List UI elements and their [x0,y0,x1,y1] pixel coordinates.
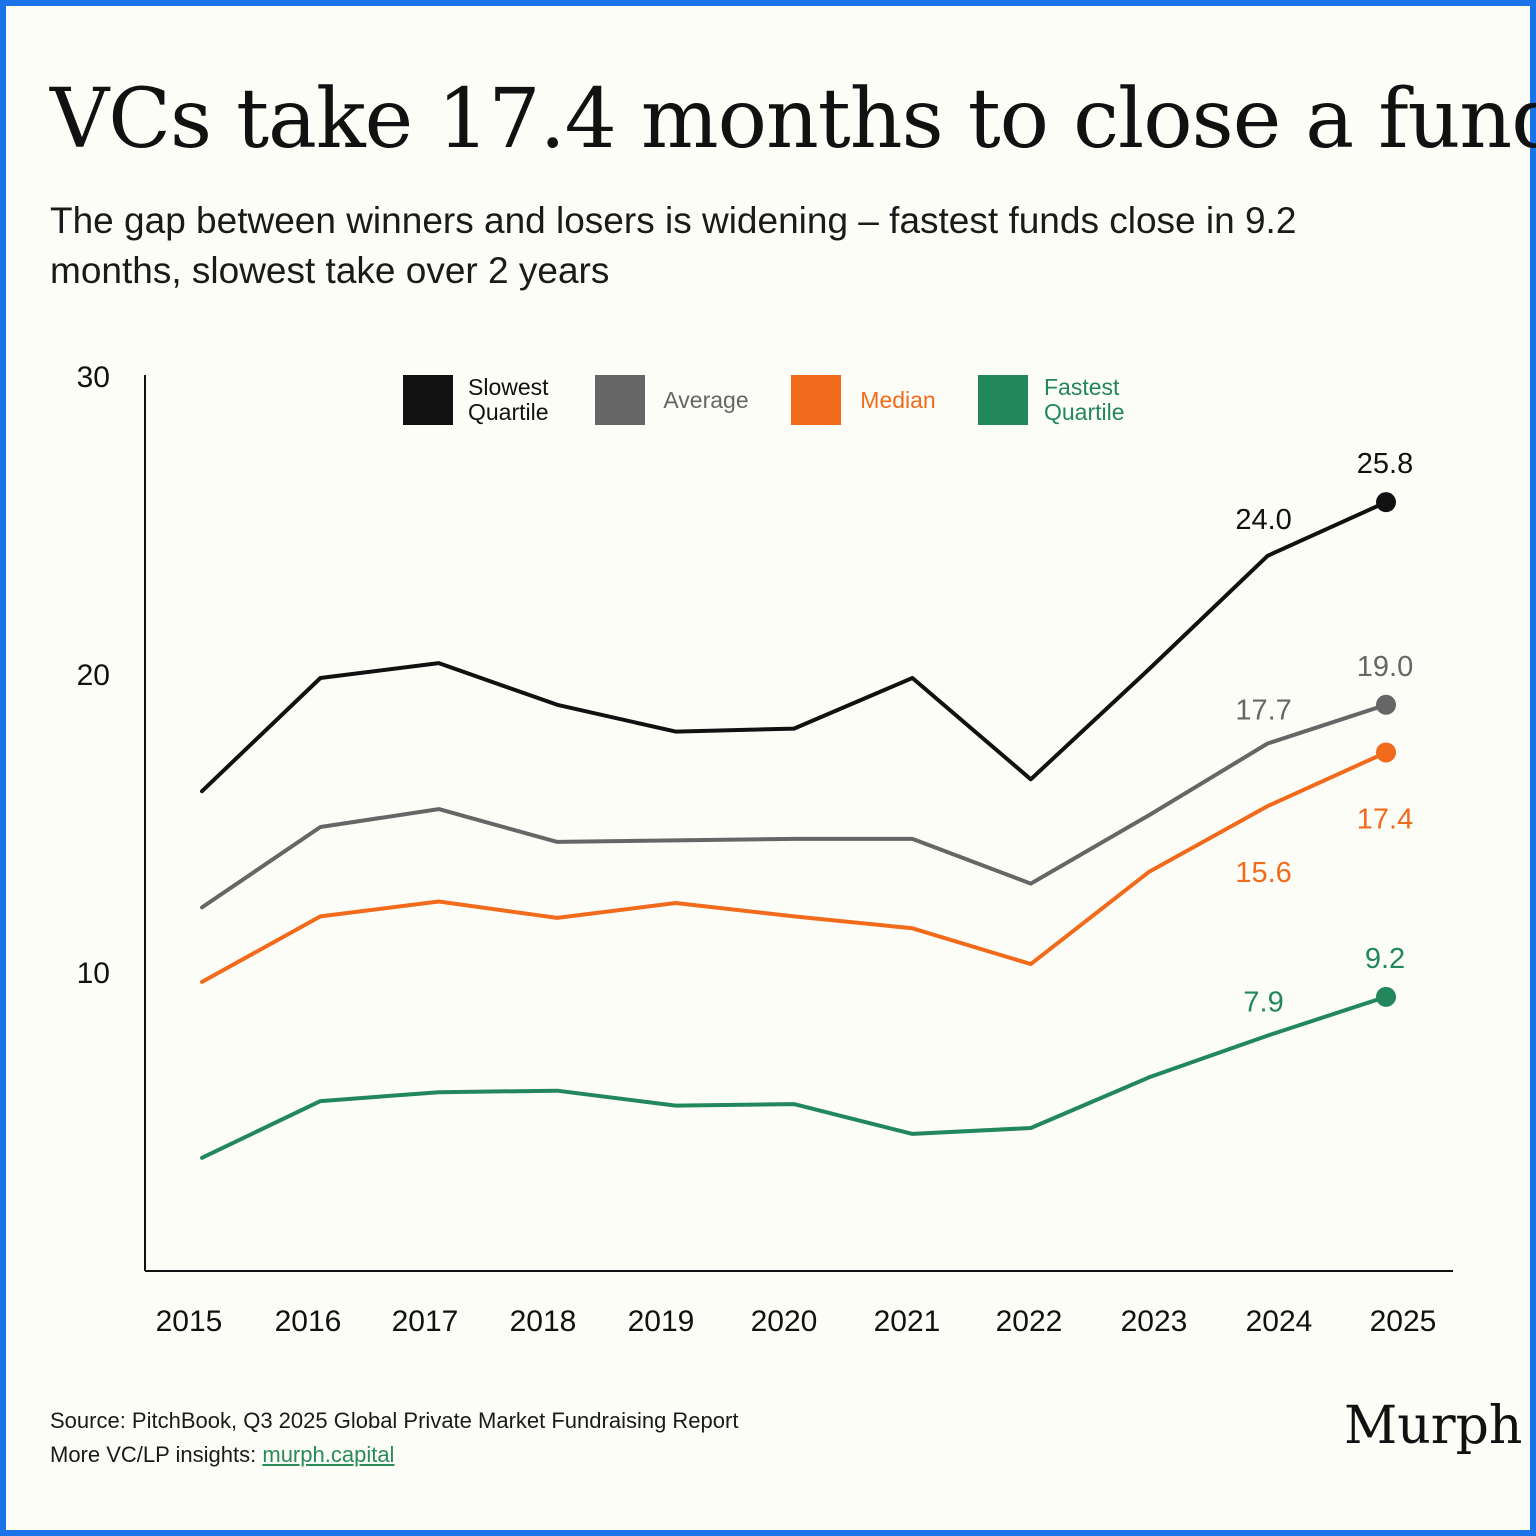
legend-label-average: Average [663,387,748,413]
x-tick-label-2021: 2021 [874,1305,941,1338]
data-point-slowest-2025 [1376,492,1396,513]
y-tick-label-10: 10 [77,957,110,990]
data-label-slowest-2025: 25.8 [1357,448,1413,480]
data-point-fastest-2025 [1376,986,1396,1007]
data-label-median-2025: 17.4 [1357,803,1413,835]
y-tick-label-20: 20 [77,659,110,692]
data-label-fastest-2025: 9.2 [1365,943,1405,975]
series-line-median [200,750,1388,984]
murph-logo: Murph [1344,1396,1523,1456]
x-tick-label-2015: 2015 [156,1305,223,1338]
murph-capital-link[interactable]: murph.capital [262,1442,395,1467]
data-label-median-2024: 15.6 [1235,857,1291,889]
x-tick-label-2022: 2022 [996,1305,1063,1338]
series-line-slowest [200,500,1388,794]
source-note: Source: PitchBook, Q3 2025 Global Privat… [50,1408,739,1433]
data-label-slowest-2024: 24.0 [1235,504,1291,536]
x-tick-label-2020: 2020 [751,1305,818,1338]
x-tick-label-2016: 2016 [275,1305,342,1338]
x-tick-label-2023: 2023 [1121,1305,1188,1338]
data-label-average-2025: 19.0 [1357,651,1413,683]
series-line-fastest [200,994,1388,1160]
footer: Source: PitchBook, Q3 2025 Global Privat… [50,1404,738,1472]
legend-swatch-median [791,375,841,425]
data-point-median-2025 [1376,742,1396,763]
page-subtitle: The gap between winners and losers is wi… [50,200,1297,291]
more-insights-label: More VC/LP insights: [50,1442,257,1467]
x-tick-label-2025: 2025 [1370,1305,1437,1338]
x-tick-label-2019: 2019 [628,1305,695,1338]
data-label-average-2024: 17.7 [1235,695,1291,727]
data-label-fastest-2024: 7.9 [1243,987,1283,1019]
legend-swatch-average [595,375,645,425]
x-tick-label-2018: 2018 [510,1305,577,1338]
x-tick-label-2017: 2017 [392,1305,459,1338]
legend-swatch-fastest [978,375,1028,425]
x-tick-label-2024: 2024 [1246,1305,1313,1338]
legend-label-median: Median [860,387,935,413]
legend-label-fastest-line1: Fastest [1044,374,1120,400]
y-tick-label-30: 30 [77,361,110,394]
legend-label-slowest-line1: Slowest [468,374,549,400]
legend-label-slowest-line2: Quartile [468,399,549,425]
data-point-average-2025 [1376,694,1396,715]
more-insights: More VC/LP insights: murph.capital [50,1438,738,1472]
series-line-average [200,702,1388,910]
page-title: VCs take 17.4 months to close a fund [50,72,1536,167]
legend-swatch-slowest [403,375,453,425]
legend-label-fastest-line2: Quartile [1044,399,1125,425]
